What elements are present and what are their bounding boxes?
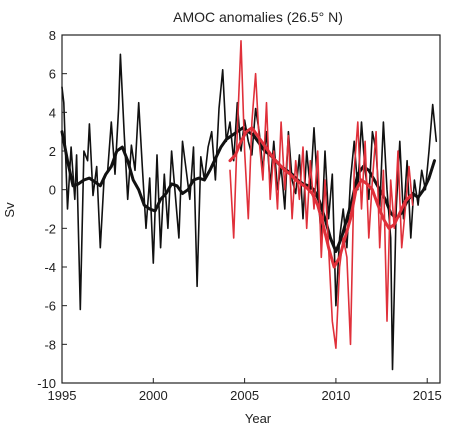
plot-area (61, 34, 441, 384)
series-red-smoothed (228, 126, 413, 269)
x-tick-label: 2010 (321, 388, 350, 403)
x-tick-label: 2000 (139, 388, 168, 403)
x-tick-label: 2015 (413, 388, 442, 403)
y-tick-label: 4 (49, 105, 56, 120)
y-tick-label: -4 (44, 260, 56, 275)
series-red-monthly (229, 39, 414, 350)
y-tick-label: -10 (37, 376, 56, 391)
y-tick-label: -2 (44, 221, 56, 236)
axes-layer: -10 -8 -6 -4 -2 0 2 4 6 8 1995 2000 2005 2010 2015 (37, 28, 441, 403)
plot-frame (61, 34, 441, 384)
y-tick-label: 6 (49, 67, 56, 82)
y-axis-label: Sv (2, 202, 17, 218)
y-tick-label: -8 (44, 337, 56, 352)
x-tick-label: 2005 (230, 388, 259, 403)
x-axis-label: Year (245, 411, 272, 426)
y-tick-label: -6 (44, 299, 56, 314)
x-tick-label: 1995 (48, 388, 77, 403)
y-tick-label: 2 (49, 144, 56, 159)
series-layer (60, 39, 438, 371)
chart-title: AMOC anomalies (26.5° N) (173, 9, 343, 25)
y-tick-label: 0 (49, 183, 56, 198)
y-tick-label: 8 (49, 28, 56, 43)
